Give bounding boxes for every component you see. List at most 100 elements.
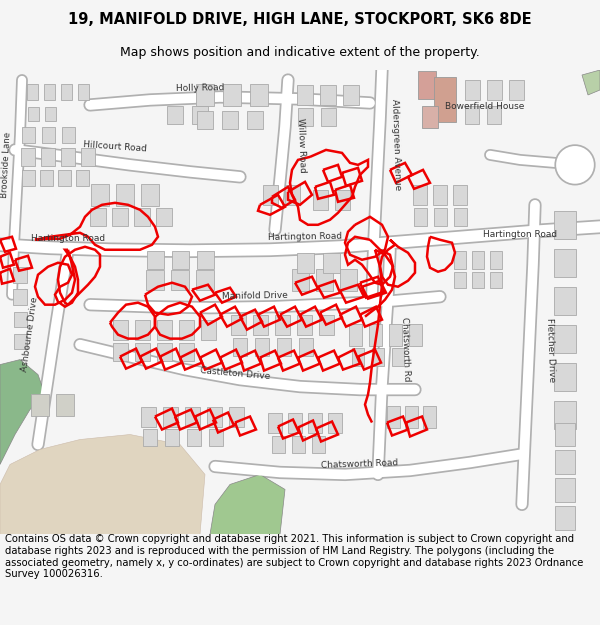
Bar	[76, 170, 89, 186]
Bar	[91, 184, 109, 206]
Bar	[487, 80, 502, 100]
Text: Holly Road: Holly Road	[176, 83, 224, 93]
Bar	[196, 84, 214, 106]
Bar	[308, 412, 322, 432]
Bar	[209, 429, 223, 446]
Bar	[292, 269, 308, 291]
Bar	[61, 84, 71, 100]
Bar	[253, 314, 268, 334]
Bar	[156, 208, 172, 226]
Bar	[555, 451, 575, 474]
Bar	[113, 342, 128, 361]
Bar	[185, 406, 199, 426]
Bar	[255, 338, 269, 356]
Bar	[454, 272, 466, 288]
Bar	[284, 185, 299, 205]
Text: Manifold Drive: Manifold Drive	[222, 291, 288, 301]
Bar	[31, 394, 49, 416]
Bar	[465, 106, 479, 124]
Bar	[179, 319, 193, 339]
Bar	[319, 314, 334, 334]
Bar	[433, 185, 447, 205]
Bar	[192, 106, 208, 124]
Bar	[472, 251, 484, 269]
Bar	[352, 348, 364, 366]
Bar	[555, 506, 575, 531]
Bar	[113, 319, 128, 339]
Bar	[335, 190, 349, 210]
Bar	[90, 208, 106, 226]
Polygon shape	[210, 474, 285, 534]
Bar	[250, 84, 268, 106]
Bar	[233, 338, 247, 356]
Text: Castleton Drive: Castleton Drive	[200, 366, 271, 382]
Bar	[313, 190, 328, 210]
Text: Aldersgreen Avenue: Aldersgreen Avenue	[390, 99, 402, 191]
Bar	[454, 251, 466, 269]
Bar	[222, 111, 238, 129]
Bar	[320, 85, 336, 105]
Bar	[56, 394, 74, 416]
Bar	[268, 412, 282, 432]
Bar	[197, 251, 214, 269]
Bar	[230, 314, 245, 334]
Bar	[13, 267, 27, 282]
Text: Willow Road: Willow Road	[296, 118, 307, 172]
Bar	[167, 106, 183, 124]
Bar	[368, 324, 382, 346]
Bar	[223, 84, 241, 106]
Bar	[22, 127, 35, 143]
Bar	[422, 106, 438, 128]
Bar	[21, 148, 35, 166]
Bar	[316, 269, 332, 291]
Bar	[40, 170, 53, 186]
Bar	[81, 148, 95, 166]
Bar	[288, 412, 302, 432]
Bar	[41, 127, 55, 143]
Bar	[554, 324, 576, 352]
Bar	[554, 287, 576, 314]
Bar	[263, 185, 277, 205]
Bar	[116, 184, 134, 206]
Bar	[146, 251, 163, 269]
Bar	[554, 211, 576, 239]
Bar	[275, 314, 290, 334]
Bar	[340, 269, 356, 291]
Bar	[389, 324, 401, 346]
Bar	[140, 406, 155, 426]
Bar	[490, 272, 502, 288]
Bar	[14, 312, 26, 327]
Text: 19, MANIFOLD DRIVE, HIGH LANE, STOCKPORT, SK6 8DE: 19, MANIFOLD DRIVE, HIGH LANE, STOCKPORT…	[68, 12, 532, 27]
Bar	[141, 184, 159, 206]
Text: Chatsworth Rd: Chatsworth Rd	[400, 318, 411, 382]
Text: Map shows position and indicative extent of the property.: Map shows position and indicative extent…	[120, 46, 480, 59]
Bar	[28, 107, 38, 121]
Polygon shape	[0, 359, 45, 464]
Text: Ashbourne Drive: Ashbourne Drive	[20, 297, 40, 372]
Bar	[343, 85, 359, 105]
Bar	[296, 253, 314, 272]
Bar	[22, 170, 35, 186]
Bar	[179, 342, 193, 361]
Bar	[555, 479, 575, 502]
Bar	[163, 406, 178, 426]
Bar	[134, 319, 149, 339]
Text: Contains OS data © Crown copyright and database right 2021. This information is : Contains OS data © Crown copyright and d…	[5, 534, 583, 579]
Bar	[409, 324, 421, 346]
Bar	[62, 127, 74, 143]
Bar	[372, 348, 384, 366]
Bar	[555, 422, 575, 446]
Bar	[187, 429, 201, 446]
Bar	[14, 334, 26, 349]
Bar	[26, 84, 37, 100]
Circle shape	[561, 151, 589, 179]
Bar	[44, 107, 56, 121]
Bar	[509, 80, 523, 100]
Bar	[464, 80, 479, 100]
Bar	[206, 406, 221, 426]
Bar	[247, 111, 263, 129]
Bar	[165, 429, 179, 446]
Bar	[323, 253, 340, 272]
Text: Hillcourt Road: Hillcourt Road	[83, 141, 147, 154]
Bar	[298, 108, 313, 126]
